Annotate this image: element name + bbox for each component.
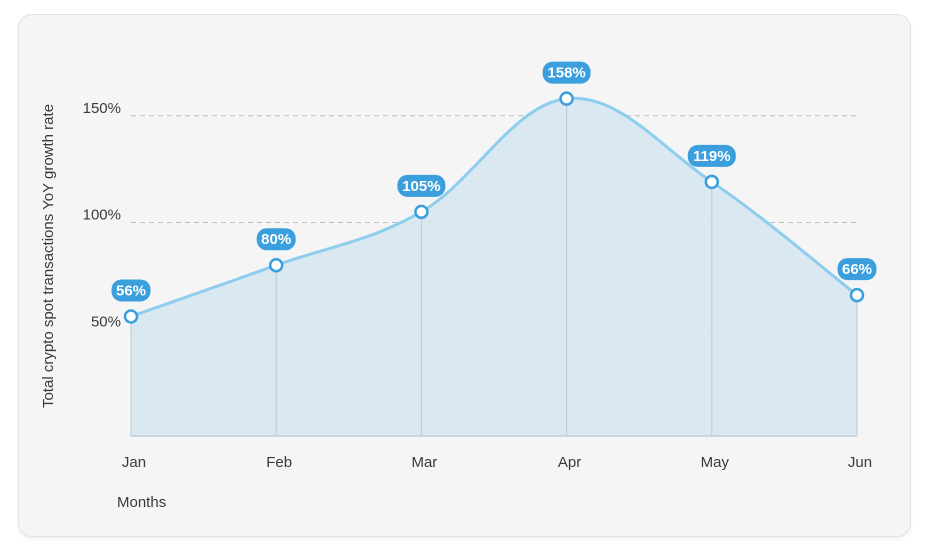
y-tick-label: 100% (83, 207, 121, 224)
data-point-Jun (849, 287, 865, 303)
data-point-Mar (414, 204, 429, 220)
y-tick-labels: 50% 100% 150% (83, 100, 121, 331)
data-label-Feb: 80% (256, 228, 296, 251)
data-label-Jan: 56% (111, 279, 151, 302)
data-label-badge (111, 279, 151, 302)
x-tick-label: Apr (558, 454, 581, 471)
data-point-Apr (559, 91, 574, 106)
x-tick-label: Jan (122, 454, 146, 471)
y-axis-title: Total crypto spot transactions YoY growt… (40, 104, 57, 408)
data-label-text: 119% (693, 148, 731, 165)
data-point-Feb (268, 257, 284, 273)
data-label-text: 66% (842, 261, 872, 278)
data-label-Jun: 66% (837, 258, 877, 281)
x-tick-label: Mar (411, 454, 437, 471)
x-tick-label: Feb (266, 454, 292, 471)
data-label-text: 56% (116, 282, 146, 299)
data-labels: 56% 80% 105% 158% 119% 66% (111, 61, 877, 302)
data-label-text: 80% (261, 231, 291, 248)
x-tick-labels: Jan Feb Mar Apr May Jun (122, 454, 872, 471)
y-tick-label: 150% (83, 100, 121, 117)
y-tick-label: 50% (91, 313, 121, 330)
x-tick-label: May (701, 454, 730, 471)
data-label-Mar: 105% (397, 174, 446, 197)
data-label-badge (397, 174, 446, 197)
data-label-badge (837, 258, 877, 281)
series-line (130, 96, 858, 318)
vertical-guides (130, 98, 858, 436)
x-tick-label: Jun (848, 454, 872, 471)
data-label-badge (687, 144, 736, 167)
data-point-Jan (123, 309, 139, 324)
data-point-May (704, 174, 720, 190)
data-label-May: 119% (687, 144, 736, 167)
data-points (123, 91, 865, 324)
area-fill (131, 98, 857, 436)
data-label-text: 158% (547, 65, 585, 82)
x-axis-title: Months (117, 494, 166, 511)
data-label-badge (256, 228, 296, 251)
data-label-text: 105% (402, 178, 440, 195)
data-label-badge (542, 61, 591, 84)
data-label-Apr: 158% (542, 61, 591, 84)
